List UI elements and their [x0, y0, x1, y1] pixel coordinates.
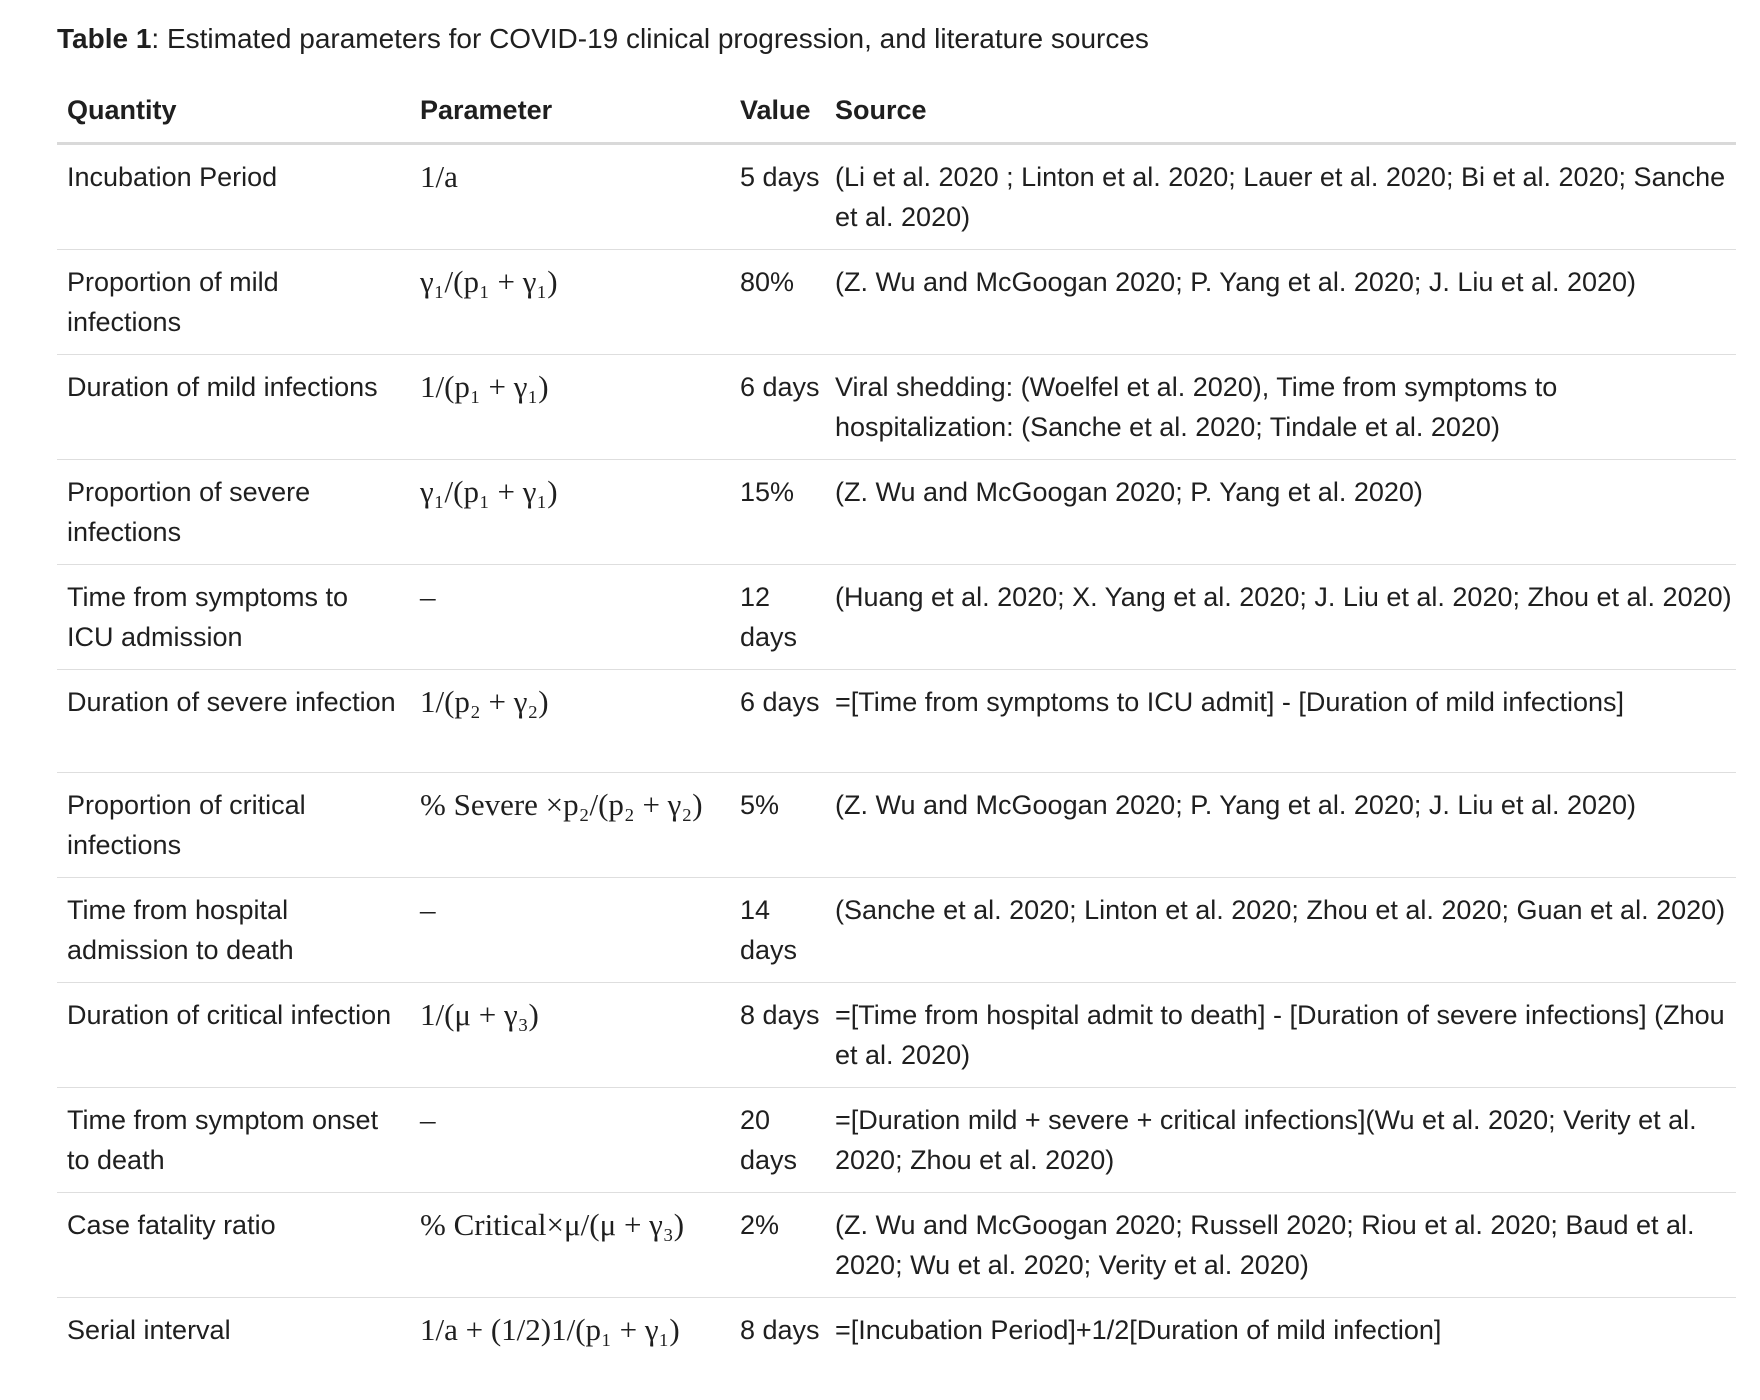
- source-cell: (Li et al. 2020 ; Linton et al. 2020; La…: [825, 144, 1736, 250]
- quantity-cell: Time from hospital admission to death: [57, 878, 410, 983]
- parameter-cell: γ₁/(p₁ + γ₁): [410, 250, 730, 355]
- quantity-cell: Serial interval: [57, 1298, 410, 1400]
- table-row: Time from hospital admission to death–14…: [57, 878, 1736, 983]
- parameter-cell: 1/a + (1/2)1/(p₁ + γ₁): [410, 1298, 730, 1400]
- source-cell: (Z. Wu and McGoogan 2020; Russell 2020; …: [825, 1193, 1736, 1298]
- parameter-cell: % Critical×μ/(μ + γ₃): [410, 1193, 730, 1298]
- column-header-value: Value: [730, 84, 825, 144]
- table-label: Table 1: [57, 23, 151, 54]
- column-header-parameter: Parameter: [410, 84, 730, 144]
- parameter-cell: –: [410, 565, 730, 670]
- quantity-cell: Incubation Period: [57, 144, 410, 250]
- quantity-cell: Duration of severe infection: [57, 670, 410, 773]
- source-cell: =[Time from hospital admit to death] - […: [825, 983, 1736, 1088]
- value-cell: 14 days: [730, 878, 825, 983]
- parameter-cell: 1/(p₂ + γ₂): [410, 670, 730, 773]
- source-cell: =[Duration mild + severe + critical infe…: [825, 1088, 1736, 1193]
- parameter-cell: γ₁/(p₁ + γ₁): [410, 460, 730, 565]
- parameter-cell: % Severe ×p₂/(p₂ + γ₂): [410, 773, 730, 878]
- parameter-cell: –: [410, 878, 730, 983]
- parameter-cell: 1/(μ + γ₃): [410, 983, 730, 1088]
- table-row: Time from symptoms to ICU admission–12 d…: [57, 565, 1736, 670]
- table-row: Time from symptom onset to death–20 days…: [57, 1088, 1736, 1193]
- quantity-cell: Time from symptoms to ICU admission: [57, 565, 410, 670]
- parameter-cell: 1/(p₁ + γ₁): [410, 355, 730, 460]
- source-cell: (Z. Wu and McGoogan 2020; P. Yang et al.…: [825, 773, 1736, 878]
- value-cell: 12 days: [730, 565, 825, 670]
- value-cell: 20 days: [730, 1088, 825, 1193]
- value-cell: 6 days: [730, 355, 825, 460]
- source-cell: (Sanche et al. 2020; Linton et al. 2020;…: [825, 878, 1736, 983]
- quantity-cell: Case fatality ratio: [57, 1193, 410, 1298]
- table-row: Case fatality ratio% Critical×μ/(μ + γ₃)…: [57, 1193, 1736, 1298]
- quantity-cell: Duration of mild infections: [57, 355, 410, 460]
- value-cell: 6 days: [730, 670, 825, 773]
- source-cell: =[Time from symptoms to ICU admit] - [Du…: [825, 670, 1736, 773]
- table-row: Proportion of critical infections% Sever…: [57, 773, 1736, 878]
- column-header-quantity: Quantity: [57, 84, 410, 144]
- table-caption: Table 1: Estimated parameters for COVID-…: [57, 20, 1149, 58]
- table-caption-text: : Estimated parameters for COVID-19 clin…: [151, 23, 1149, 54]
- quantity-cell: Proportion of critical infections: [57, 773, 410, 878]
- table-header-row: Quantity Parameter Value Source: [57, 84, 1736, 144]
- value-cell: 80%: [730, 250, 825, 355]
- value-cell: 8 days: [730, 983, 825, 1088]
- value-cell: 5%: [730, 773, 825, 878]
- value-cell: 8 days: [730, 1298, 825, 1400]
- quantity-cell: Time from symptom onset to death: [57, 1088, 410, 1193]
- quantity-cell: Proportion of mild infections: [57, 250, 410, 355]
- source-cell: (Z. Wu and McGoogan 2020; P. Yang et al.…: [825, 250, 1736, 355]
- value-cell: 5 days: [730, 144, 825, 250]
- quantity-cell: Duration of critical infection: [57, 983, 410, 1088]
- quantity-cell: Proportion of severe infections: [57, 460, 410, 565]
- column-header-source: Source: [825, 84, 1736, 144]
- parameter-cell: 1/a: [410, 144, 730, 250]
- value-cell: 2%: [730, 1193, 825, 1298]
- source-cell: (Huang et al. 2020; X. Yang et al. 2020;…: [825, 565, 1736, 670]
- value-cell: 15%: [730, 460, 825, 565]
- source-cell: (Z. Wu and McGoogan 2020; P. Yang et al.…: [825, 460, 1736, 565]
- parameter-cell: –: [410, 1088, 730, 1193]
- parameters-table: Quantity Parameter Value Source Incubati…: [57, 84, 1736, 1400]
- source-cell: =[Incubation Period]+1/2[Duration of mil…: [825, 1298, 1736, 1400]
- source-cell: Viral shedding: (Woelfel et al. 2020), T…: [825, 355, 1736, 460]
